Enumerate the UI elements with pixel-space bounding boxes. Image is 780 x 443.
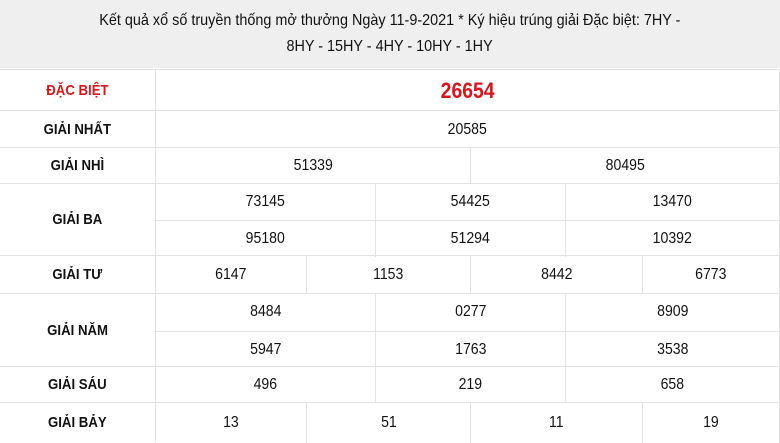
prize-number-text: 51339 xyxy=(293,157,333,174)
results-title: Kết quả xổ số truyền thống mở thưởng Ngà… xyxy=(0,0,780,68)
prize-row-giai-bay: GIẢI BẢY 13 51 11 19 xyxy=(0,402,780,443)
prize-number-text: 26654 xyxy=(440,77,495,103)
prize-number: 8442 xyxy=(471,256,643,294)
prize-number-text: 6773 xyxy=(695,266,727,283)
prize-number: 3538 xyxy=(566,331,780,368)
prize-label-text: GIẢI NHÌ xyxy=(50,157,105,174)
number-line: 496 219 658 xyxy=(156,367,780,403)
prize-number-text: 0277 xyxy=(454,303,487,321)
prize-number-text: 54425 xyxy=(450,193,491,210)
prize-label-text: ĐẶC BIỆT xyxy=(46,81,109,99)
prize-label: GIẢI BA xyxy=(0,184,156,255)
prize-number: 51294 xyxy=(376,221,566,257)
prize-number: 20585 xyxy=(156,111,780,148)
prize-row-giai-tu: GIẢI TƯ 6147 1153 8442 6773 xyxy=(0,255,780,294)
prize-number: 6773 xyxy=(643,256,780,294)
prize-number: 11 xyxy=(471,403,643,443)
prize-label: GIẢI TƯ xyxy=(0,256,156,293)
number-line: 20585 xyxy=(156,111,780,148)
prize-label-text: GIẢI BA xyxy=(52,211,103,228)
prize-row-giai-sau: GIẢI SÁU 496 219 658 xyxy=(0,366,780,403)
prize-row-dac-biet: ĐẶC BIỆT 26654 xyxy=(0,69,780,111)
prize-label: GIẢI NHÌ xyxy=(0,148,156,183)
title-line-1: Kết quả xổ số truyền thống mở thưởng Ngà… xyxy=(99,12,681,29)
prize-number-text: 5947 xyxy=(249,340,282,358)
prize-label-text: GIẢI TƯ xyxy=(52,266,103,283)
prize-number-text: 10392 xyxy=(652,230,693,247)
prize-number-text: 6147 xyxy=(215,266,247,283)
prize-number-text: 8442 xyxy=(540,266,573,283)
prize-number: 1153 xyxy=(307,256,471,294)
prize-number-text: 1153 xyxy=(373,266,404,283)
prize-number-text: 13 xyxy=(223,414,239,431)
prize-row-giai-nam: GIẢI NĂM 8484 0277 8909 5947 1763 3538 xyxy=(0,293,780,368)
prize-number: 73145 xyxy=(156,184,376,220)
prize-number: 26654 xyxy=(156,70,780,111)
prize-row-giai-nhat: GIẢI NHẤT 20585 xyxy=(0,110,780,148)
prize-number: 658 xyxy=(566,367,780,403)
prize-number: 6147 xyxy=(156,256,307,294)
prize-number: 19 xyxy=(643,403,780,443)
prize-number: 51 xyxy=(307,403,471,443)
prize-number: 496 xyxy=(156,367,376,403)
prize-number-text: 73145 xyxy=(245,193,286,210)
prize-number-text: 1763 xyxy=(454,340,487,358)
prize-label: GIẢI SÁU xyxy=(0,367,156,402)
prize-number-text: 3538 xyxy=(656,340,689,358)
number-line: 95180 51294 10392 xyxy=(156,220,780,257)
prize-label: ĐẶC BIỆT xyxy=(0,70,156,110)
prize-label: GIẢI NHẤT xyxy=(0,111,156,147)
prize-number: 13 xyxy=(156,403,307,443)
prize-number-text: 51 xyxy=(380,414,397,431)
prize-number-text: 8484 xyxy=(249,303,282,321)
prize-number-text: 51294 xyxy=(450,230,491,247)
title-line-2: 8HY - 15HY - 4HY - 10HY - 1HY xyxy=(286,38,494,55)
prize-number-text: 219 xyxy=(458,376,483,393)
prize-number: 54425 xyxy=(376,184,566,220)
prize-number: 8484 xyxy=(156,294,376,331)
number-line: 6147 1153 8442 6773 xyxy=(156,256,780,294)
prize-number-text: 20585 xyxy=(447,120,488,138)
prize-number: 0277 xyxy=(376,294,566,331)
prize-label-text: GIẢI NĂM xyxy=(47,321,108,339)
prize-number: 51339 xyxy=(156,148,471,184)
number-line: 13 51 11 19 xyxy=(156,403,780,443)
prize-number-text: 8909 xyxy=(656,303,689,321)
prize-number-text: 95180 xyxy=(245,230,286,247)
prize-number-text: 80495 xyxy=(605,157,645,174)
prize-label-text: GIẢI SÁU xyxy=(48,376,107,393)
prize-label-text: GIẢI NHẤT xyxy=(43,120,112,138)
number-line: 8484 0277 8909 xyxy=(156,294,780,331)
prize-number: 219 xyxy=(376,367,566,403)
prize-label-text: GIẢI BẢY xyxy=(48,414,107,431)
prize-number-text: 658 xyxy=(660,376,685,393)
number-line: 26654 xyxy=(156,70,780,111)
prize-number: 10392 xyxy=(566,221,780,257)
prize-number: 8909 xyxy=(566,294,780,331)
number-line: 73145 54425 13470 xyxy=(156,184,780,220)
prize-number: 5947 xyxy=(156,331,376,368)
prize-number: 13470 xyxy=(566,184,780,220)
prize-number-text: 19 xyxy=(703,414,719,431)
prize-number: 1763 xyxy=(376,331,566,368)
number-line: 51339 80495 xyxy=(156,148,780,184)
prize-number-text: 13470 xyxy=(652,193,693,210)
number-line: 5947 1763 3538 xyxy=(156,330,780,368)
prize-number-text: 11 xyxy=(549,414,564,431)
prize-label: GIẢI BẢY xyxy=(0,403,156,442)
prize-number-text: 496 xyxy=(253,376,278,393)
prize-number: 95180 xyxy=(156,221,376,257)
prize-row-giai-ba: GIẢI BA 73145 54425 13470 95180 51294 10392 xyxy=(0,183,780,257)
prize-label: GIẢI NĂM xyxy=(0,294,156,366)
prize-number: 80495 xyxy=(471,148,780,184)
prize-row-giai-nhi: GIẢI NHÌ 51339 80495 xyxy=(0,147,780,184)
